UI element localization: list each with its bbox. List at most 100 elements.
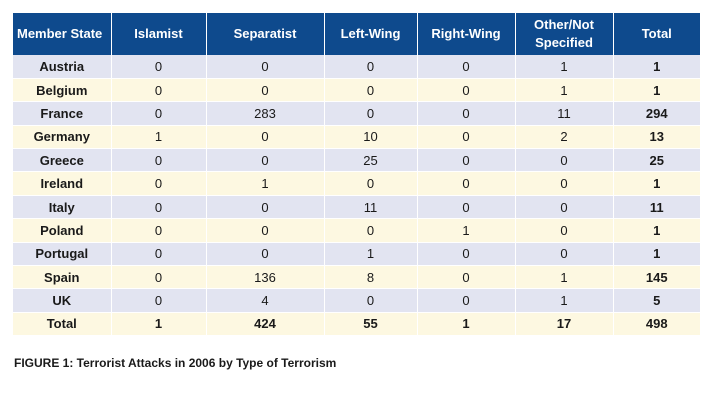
total-cell: 498 xyxy=(613,312,700,337)
value-cell: 0 xyxy=(417,148,516,173)
table-row: Poland 0 0 0 1 0 1 xyxy=(13,218,700,243)
value-cell: 0 xyxy=(324,171,418,196)
total-cell: 1 xyxy=(613,78,700,103)
value-cell: 4 xyxy=(206,288,325,313)
value-cell: 0 xyxy=(206,148,325,173)
table-total-row: Total 1 424 55 1 17 498 xyxy=(13,312,700,337)
value-cell: 0 xyxy=(206,125,325,150)
total-cell: 1 xyxy=(613,242,700,267)
value-cell: 0 xyxy=(417,242,516,267)
value-cell: 0 xyxy=(515,148,614,173)
value-cell: 0 xyxy=(417,171,516,196)
value-cell: 0 xyxy=(417,78,516,103)
member-state-cell: Germany xyxy=(13,125,112,150)
header-left-wing: Left-Wing xyxy=(324,13,418,55)
value-cell: 0 xyxy=(515,242,614,267)
total-cell: 294 xyxy=(613,101,700,126)
header-row: Member State Islamist Separatist Left-Wi… xyxy=(13,13,700,55)
value-cell: 0 xyxy=(515,171,614,196)
table-header: Member State Islamist Separatist Left-Wi… xyxy=(13,13,700,55)
total-cell: 11 xyxy=(613,195,700,220)
table-row: Austria 0 0 0 0 1 1 xyxy=(13,55,700,79)
value-cell: 0 xyxy=(515,195,614,220)
total-cell: 1 xyxy=(613,55,700,79)
member-state-cell: France xyxy=(13,101,112,126)
table-row: Ireland 0 1 0 0 0 1 xyxy=(13,171,700,196)
total-cell: 13 xyxy=(613,125,700,150)
table-row: France 0 283 0 0 11 294 xyxy=(13,101,700,126)
table-body: Austria 0 0 0 0 1 1 Belgium 0 0 0 0 1 1 France 0 283 0 0 11… xyxy=(13,55,700,337)
value-cell: 0 xyxy=(324,78,418,103)
value-cell: 0 xyxy=(417,265,516,290)
value-cell: 0 xyxy=(206,195,325,220)
value-cell: 0 xyxy=(206,218,325,243)
table-row: Italy 0 0 11 0 0 11 xyxy=(13,195,700,220)
member-state-cell: Austria xyxy=(13,55,112,79)
value-cell: 17 xyxy=(515,312,614,337)
value-cell: 0 xyxy=(417,195,516,220)
total-cell: 1 xyxy=(613,218,700,243)
value-cell: 0 xyxy=(111,218,207,243)
value-cell: 0 xyxy=(206,55,325,79)
value-cell: 0 xyxy=(111,148,207,173)
value-cell: 0 xyxy=(417,55,516,79)
value-cell: 0 xyxy=(417,125,516,150)
value-cell: 0 xyxy=(417,101,516,126)
value-cell: 283 xyxy=(206,101,325,126)
member-state-cell: Italy xyxy=(13,195,112,220)
member-state-cell: Total xyxy=(13,312,112,337)
value-cell: 0 xyxy=(417,288,516,313)
table-row: Greece 0 0 25 0 0 25 xyxy=(13,148,700,173)
header-total: Total xyxy=(613,13,700,55)
value-cell: 0 xyxy=(324,288,418,313)
table-row: UK 0 4 0 0 1 5 xyxy=(13,288,700,313)
table-row: Spain 0 136 8 0 1 145 xyxy=(13,265,700,290)
header-right-wing: Right-Wing xyxy=(417,13,516,55)
value-cell: 1 xyxy=(111,312,207,337)
member-state-cell: Poland xyxy=(13,218,112,243)
value-cell: 0 xyxy=(324,55,418,79)
figure-caption: FIGURE 1: Terrorist Attacks in 2006 by T… xyxy=(14,356,337,370)
value-cell: 1 xyxy=(111,125,207,150)
value-cell: 1 xyxy=(515,265,614,290)
value-cell: 1 xyxy=(417,312,516,337)
total-cell: 145 xyxy=(613,265,700,290)
value-cell: 1 xyxy=(324,242,418,267)
value-cell: 1 xyxy=(515,55,614,79)
value-cell: 0 xyxy=(206,78,325,103)
value-cell: 0 xyxy=(111,265,207,290)
total-cell: 1 xyxy=(613,171,700,196)
value-cell: 1 xyxy=(515,288,614,313)
header-islamist: Islamist xyxy=(111,13,207,55)
value-cell: 0 xyxy=(111,288,207,313)
member-state-cell: Belgium xyxy=(13,78,112,103)
total-cell: 5 xyxy=(613,288,700,313)
value-cell: 0 xyxy=(515,218,614,243)
member-state-cell: Portugal xyxy=(13,242,112,267)
value-cell: 2 xyxy=(515,125,614,150)
member-state-cell: Greece xyxy=(13,148,112,173)
member-state-cell: UK xyxy=(13,288,112,313)
header-member-state: Member State xyxy=(13,13,112,55)
value-cell: 1 xyxy=(417,218,516,243)
value-cell: 10 xyxy=(324,125,418,150)
total-cell: 25 xyxy=(613,148,700,173)
member-state-cell: Spain xyxy=(13,265,112,290)
table-row: Portugal 0 0 1 0 0 1 xyxy=(13,242,700,267)
header-other-not-specified: Other/Not Specified xyxy=(515,13,614,55)
value-cell: 136 xyxy=(206,265,325,290)
value-cell: 1 xyxy=(515,78,614,103)
table-row: Germany 1 0 10 0 2 13 xyxy=(13,125,700,150)
attacks-table-container: Member State Islamist Separatist Left-Wi… xyxy=(13,13,700,337)
value-cell: 55 xyxy=(324,312,418,337)
value-cell: 25 xyxy=(324,148,418,173)
value-cell: 0 xyxy=(111,78,207,103)
value-cell: 0 xyxy=(324,218,418,243)
table-row: Belgium 0 0 0 0 1 1 xyxy=(13,78,700,103)
value-cell: 8 xyxy=(324,265,418,290)
member-state-cell: Ireland xyxy=(13,171,112,196)
value-cell: 424 xyxy=(206,312,325,337)
value-cell: 0 xyxy=(111,55,207,79)
value-cell: 0 xyxy=(111,101,207,126)
value-cell: 11 xyxy=(515,101,614,126)
